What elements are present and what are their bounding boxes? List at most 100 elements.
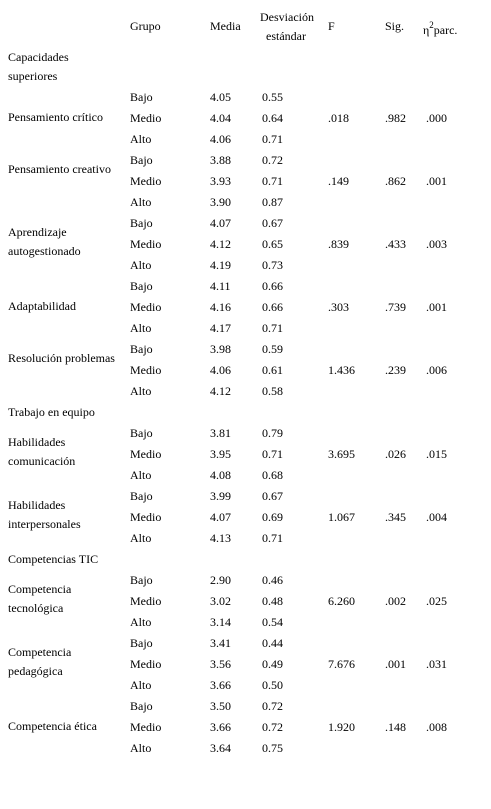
cell-sig: .433 <box>385 237 406 251</box>
cell-media: 3.95 <box>210 447 231 461</box>
cell-sd: 0.64 <box>262 111 283 125</box>
cell-sd: 0.46 <box>262 573 283 587</box>
cell-grupo: Alto <box>130 384 152 398</box>
variable-label: Pensamiento crítico <box>8 110 103 124</box>
cell-grupo: Bajo <box>130 489 153 503</box>
cell-media: 3.81 <box>210 426 231 440</box>
cell-media: 4.17 <box>210 321 231 335</box>
cell-media: 4.16 <box>210 300 231 314</box>
cell-grupo: Medio <box>130 300 162 314</box>
cell-grupo: Alto <box>130 195 152 209</box>
cell-media: 3.64 <box>210 741 231 755</box>
cell-grupo: Alto <box>130 531 152 545</box>
cell-grupo: Bajo <box>130 573 153 587</box>
cell-media: 3.56 <box>210 657 231 671</box>
cell-media: 4.06 <box>210 132 231 146</box>
cell-media: 4.06 <box>210 363 231 377</box>
header-media: Media <box>210 19 241 33</box>
cell-sd: 0.71 <box>262 531 283 545</box>
cell-sd: 0.54 <box>262 615 283 629</box>
cell-media: 3.02 <box>210 594 231 608</box>
cell-media: 4.07 <box>210 510 231 524</box>
cell-media: 3.41 <box>210 636 231 650</box>
cell-sd: 0.69 <box>262 510 283 524</box>
cell-grupo: Medio <box>130 510 162 524</box>
cell-eta: .003 <box>426 237 447 251</box>
cell-sd: 0.72 <box>262 720 283 734</box>
cell-media: 3.98 <box>210 342 231 356</box>
cell-media: 3.66 <box>210 678 231 692</box>
cell-sd: 0.49 <box>262 657 283 671</box>
cell-eta: .025 <box>426 594 447 608</box>
cell-grupo: Bajo <box>130 636 153 650</box>
cell-sd: 0.66 <box>262 279 283 293</box>
cell-grupo: Bajo <box>130 342 153 356</box>
cell-sd: 0.44 <box>262 636 283 650</box>
variable-label: Competencia ética <box>8 719 97 733</box>
cell-f: 1.067 <box>328 510 355 524</box>
eta-superscript: 2 <box>429 20 434 30</box>
cell-grupo: Bajo <box>130 90 153 104</box>
cell-sig: .862 <box>385 174 406 188</box>
cell-media: 4.05 <box>210 90 231 104</box>
cell-media: 4.11 <box>210 279 231 293</box>
cell-eta: .008 <box>426 720 447 734</box>
cell-grupo: Medio <box>130 720 162 734</box>
header-f: F <box>328 19 335 33</box>
cell-sd: 0.71 <box>262 174 283 188</box>
cell-sd: 0.73 <box>262 258 283 272</box>
variable-label: Resolución problemas <box>8 351 115 365</box>
cell-grupo: Alto <box>130 468 152 482</box>
cell-sd: 0.65 <box>262 237 283 251</box>
cell-f: .303 <box>328 300 349 314</box>
section-trabajo-en-equipo: Trabajo en equipo <box>8 405 95 419</box>
cell-grupo: Alto <box>130 132 152 146</box>
cell-sig: .982 <box>385 111 406 125</box>
cell-sd: 0.75 <box>262 741 283 755</box>
cell-sd: 0.72 <box>262 699 283 713</box>
cell-sd: 0.59 <box>262 342 283 356</box>
cell-sd: 0.67 <box>262 489 283 503</box>
cell-grupo: Alto <box>130 258 152 272</box>
variable-label: Competencia tecnológica <box>8 582 72 615</box>
section-competencias-tic: Competencias TIC <box>8 552 99 566</box>
cell-sig: .002 <box>385 594 406 608</box>
cell-eta: .001 <box>426 300 447 314</box>
cell-media: 3.88 <box>210 153 231 167</box>
cell-f: .149 <box>328 174 349 188</box>
cell-grupo: Bajo <box>130 216 153 230</box>
cell-sig: .345 <box>385 510 406 524</box>
cell-media: 3.93 <box>210 174 231 188</box>
cell-sig: .739 <box>385 300 406 314</box>
cell-media: 4.08 <box>210 468 231 482</box>
cell-sd: 0.71 <box>262 321 283 335</box>
eta-symbol: η <box>423 23 430 37</box>
cell-f: .839 <box>328 237 349 251</box>
cell-sd: 0.68 <box>262 468 283 482</box>
cell-grupo: Alto <box>130 321 152 335</box>
cell-sig: .148 <box>385 720 406 734</box>
cell-sd: 0.58 <box>262 384 283 398</box>
cell-sd: 0.71 <box>262 132 283 146</box>
cell-eta: .001 <box>426 174 447 188</box>
cell-media: 4.07 <box>210 216 231 230</box>
variable-label: Aprendizaje autogestionado <box>8 225 81 258</box>
eta-label: parc. <box>433 23 458 37</box>
variable-label: Habilidades interpersonales <box>8 498 81 531</box>
cell-sig: .001 <box>385 657 406 671</box>
header-sig: Sig. <box>385 19 405 33</box>
cell-media: 3.90 <box>210 195 231 209</box>
cell-sd: 0.50 <box>262 678 283 692</box>
header-grupo: Grupo <box>130 19 161 33</box>
variable-label: Pensamiento creativo <box>8 162 111 176</box>
header-sd-line1: Desviación <box>260 10 314 24</box>
cell-sd: 0.66 <box>262 300 283 314</box>
header-sd-line2: estándar <box>266 29 306 43</box>
cell-eta: .015 <box>426 447 447 461</box>
cell-grupo: Alto <box>130 741 152 755</box>
cell-media: 3.99 <box>210 489 231 503</box>
cell-grupo: Medio <box>130 237 162 251</box>
variable-label: Adaptabilidad <box>8 299 76 313</box>
cell-sd: 0.48 <box>262 594 283 608</box>
cell-grupo: Medio <box>130 111 162 125</box>
